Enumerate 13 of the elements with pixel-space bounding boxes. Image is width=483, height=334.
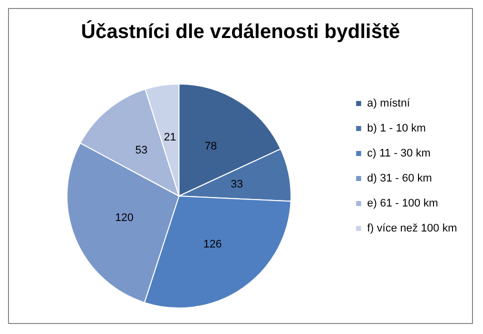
chart-title: Účastníci dle vzdálenosti bydliště — [81, 20, 400, 43]
data-label: 21 — [164, 132, 176, 144]
data-label: 33 — [230, 178, 244, 191]
legend-label: c) 11 - 30 km — [367, 148, 431, 160]
data-label: 53 — [135, 144, 148, 157]
data-label: 78 — [204, 140, 217, 152]
legend-label: a) místní — [367, 98, 411, 110]
data-label: 126 — [203, 238, 222, 251]
legend-label: d) 31 - 60 km — [367, 172, 432, 184]
legend-label: f) více než 100 km — [367, 222, 458, 234]
legend-label: b) 1 - 10 km — [367, 122, 426, 134]
legend-label: e) 61 - 100 km — [367, 198, 438, 210]
data-label: 120 — [115, 212, 134, 224]
